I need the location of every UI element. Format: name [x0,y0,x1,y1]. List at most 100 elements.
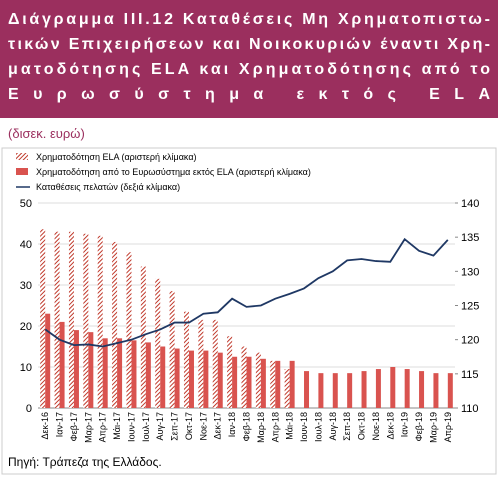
x-tick-label: Αυγ-18 [328,412,338,440]
source: Πηγή: Τράπεζα της Ελλάδος. [8,455,162,469]
bar [241,346,247,408]
bar [174,348,180,408]
y2-tick-label: 120 [461,335,479,347]
bar [59,321,65,408]
header-box [0,0,498,118]
bar [54,231,60,408]
x-tick-label: Απρ-19 [443,412,453,442]
y-tick-label: 30 [20,280,32,292]
bar [284,369,290,408]
bar [188,350,194,408]
y-tick-label: 10 [20,362,32,374]
bar [433,373,439,408]
x-tick-label: Μαρ-18 [256,412,266,443]
x-tick-label: Μαρ-17 [83,412,93,443]
y2-tick-label: 140 [461,198,479,210]
bar [145,342,151,408]
bar [140,266,146,408]
x-tick-label: Ιαν-19 [400,412,410,437]
y2-tick-label: 115 [461,369,479,381]
bar [83,233,89,408]
bar [447,373,453,408]
x-tick-label: Οκτ-17 [184,412,194,440]
line-series [44,237,449,348]
bar [390,367,396,408]
bar [203,350,209,408]
x-tick-label: Σεπ-17 [170,412,180,441]
x-tick-label: Νοε-17 [198,412,208,441]
x-tick-label: Μάι-17 [112,412,122,440]
legend-label: Χρηματοδότηση από το Ευρωσύστημα εκτός E… [36,167,311,177]
bar [255,352,261,408]
bar [361,371,367,408]
x-tick-label: Αυγ-17 [155,412,165,440]
x-tick-label: Ιαν-17 [55,412,65,437]
x-tick-label: Μαρ-19 [428,412,438,443]
x-tick-label: Οκτ-18 [357,412,367,440]
legend-swatch [16,153,28,160]
chart-frame [1,147,497,475]
y-tick-label: 20 [20,321,32,333]
legend-swatch [16,168,28,175]
bar [183,311,189,408]
bar [40,229,46,408]
bar [227,336,233,408]
x-tick-label: Ιουλ-18 [313,412,323,442]
bar [102,338,108,408]
bar [68,231,74,408]
bar [375,369,381,408]
x-tick-label: Φεβ-17 [69,412,79,441]
bar [260,358,266,408]
bar [73,330,79,408]
x-tick-label: Δεκ-17 [213,412,223,440]
y-tick-label: 0 [26,403,32,415]
x-tick-label: Δεκ-16 [40,412,50,440]
y2-tick-label: 110 [461,403,479,415]
bar [304,371,310,408]
bar [45,313,51,408]
bar [212,319,218,408]
bar [232,356,238,408]
bar [347,373,353,408]
x-tick-label: Απρ-18 [270,412,280,442]
x-tick-label: Φεβ-19 [414,412,424,441]
x-tick-label: Φεβ-18 [242,412,252,441]
bar [275,360,281,408]
subtitle: (δισεκ. ευρώ) [8,126,85,141]
bar [404,369,410,408]
x-tick-label: Ιουν-17 [126,412,136,442]
x-tick-label: Δεκ-18 [385,412,395,440]
bar [332,373,338,408]
bar [117,338,123,408]
bar [131,340,137,408]
bar [97,235,103,408]
y-tick-label: 40 [20,239,32,251]
bar [246,356,252,408]
y2-tick-label: 125 [461,301,479,313]
bar [126,252,132,408]
bar [217,352,223,408]
chart-title: τικών Επιχειρήσεων και Νοικοκυριών έναντ… [8,36,490,53]
x-tick-label: Ιουλ-17 [141,412,151,442]
bar [270,360,276,408]
chart-title: Διάγραμμα ΙΙΙ.12 Καταθέσεις Μη Χρηματοπι… [8,11,490,28]
x-tick-label: Σεπ-18 [342,412,352,441]
chart-title: ματοδότησης ELA και Χρηματοδότησης από τ… [8,61,490,78]
bar [160,346,166,408]
bar [155,278,161,408]
bar [289,360,295,408]
x-tick-label: Μάι-18 [285,412,295,440]
bar [112,241,118,408]
bar [318,373,324,408]
bar [169,291,175,408]
y2-tick-label: 130 [461,266,479,278]
y2-tick-label: 135 [461,232,479,244]
bar [198,319,204,408]
y-tick-label: 50 [20,198,32,210]
legend-label: Χρηματοδότηση ELA (αριστερή κλίμακα) [36,152,197,162]
x-tick-label: Απρ-17 [98,412,108,442]
legend-label: Καταθέσεις πελατών (δεξιά κλίμακα) [36,182,180,192]
bar [419,371,425,408]
